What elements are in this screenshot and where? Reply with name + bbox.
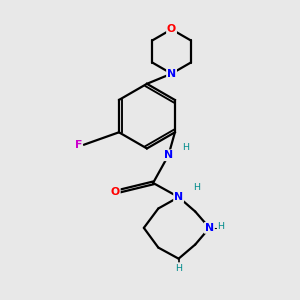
- Text: H: H: [218, 222, 225, 231]
- Text: N: N: [164, 150, 173, 160]
- Text: H: H: [175, 264, 182, 273]
- Text: O: O: [111, 187, 120, 197]
- Text: N: N: [167, 69, 176, 79]
- Text: H: H: [193, 183, 200, 192]
- Text: O: O: [167, 24, 176, 34]
- Text: N: N: [174, 192, 183, 202]
- Text: F: F: [75, 140, 82, 150]
- Text: H: H: [182, 143, 190, 152]
- Text: N: N: [205, 223, 214, 233]
